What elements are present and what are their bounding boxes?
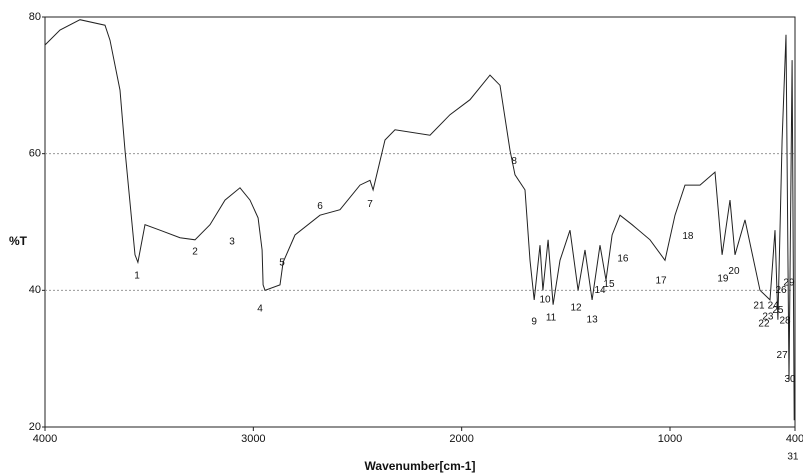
peak-label: 31 xyxy=(787,452,799,463)
peak-label: 17 xyxy=(655,275,667,286)
y-tick-label: 40 xyxy=(29,284,41,296)
peak-label: 15 xyxy=(603,279,615,290)
peak-label: 16 xyxy=(617,254,629,265)
x-tick-label: 400 xyxy=(786,433,803,445)
peak-label: 10 xyxy=(539,295,551,306)
peak-label: 5 xyxy=(279,258,285,269)
peak-label: 22 xyxy=(758,318,770,329)
peak-label: 21 xyxy=(753,301,765,312)
x-axis-label: Wavenumber[cm-1] xyxy=(365,459,476,473)
peak-label: 9 xyxy=(531,316,537,327)
peak-label: 28 xyxy=(779,316,791,327)
spectrum-line xyxy=(44,19,795,421)
peak-label: 7 xyxy=(367,199,373,210)
plot-frame xyxy=(44,16,796,428)
y-axis-label: %T xyxy=(9,234,28,248)
x-tick-label: 1000 xyxy=(658,433,682,445)
peak-label: 6 xyxy=(317,201,323,212)
peak-label: 1 xyxy=(134,271,140,282)
peak-label: 26 xyxy=(775,285,787,296)
peak-label: 20 xyxy=(728,266,740,277)
peak-label: 11 xyxy=(546,312,557,323)
peak-label: 13 xyxy=(587,314,599,325)
x-tick-label: 3000 xyxy=(241,433,265,445)
y-tick-label: 80 xyxy=(29,11,41,23)
peak-label: 23 xyxy=(762,312,774,323)
peak-label: 27 xyxy=(777,350,789,361)
x-tick-label: 4000 xyxy=(33,433,57,445)
peak-label: 12 xyxy=(570,303,582,314)
peak-label: 2 xyxy=(192,247,198,258)
peak-label: 3 xyxy=(229,236,235,247)
x-tick-label: 2000 xyxy=(449,433,473,445)
peak-label: 18 xyxy=(682,231,694,242)
peak-label: 30 xyxy=(784,374,796,385)
peak-label: 8 xyxy=(511,156,517,167)
y-tick-label: 60 xyxy=(29,148,41,160)
peak-label: 29 xyxy=(783,277,795,288)
peak-label: 24 xyxy=(768,301,780,312)
peak-label: 14 xyxy=(594,285,606,296)
y-tick-label: 20 xyxy=(29,421,41,433)
peak-label: 19 xyxy=(717,273,729,284)
peak-label: 25 xyxy=(772,305,784,316)
peak-label: 4 xyxy=(257,303,263,314)
